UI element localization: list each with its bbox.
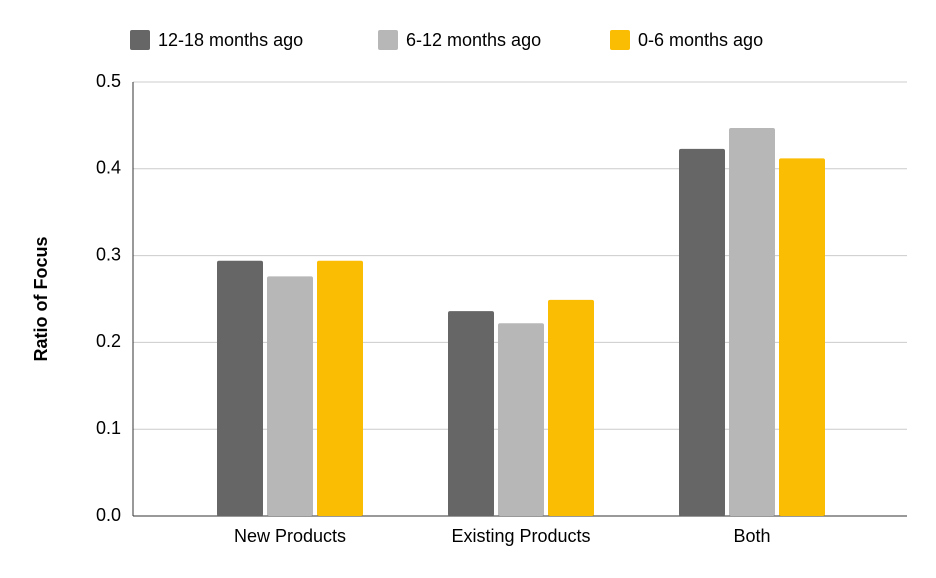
y-tick-label: 0.3 — [96, 244, 121, 264]
legend-swatch — [378, 30, 398, 50]
legend-swatch — [610, 30, 630, 50]
y-tick-label: 0.5 — [96, 71, 121, 91]
legend-label: 12-18 months ago — [158, 30, 303, 50]
bar — [779, 158, 825, 516]
legend-swatch — [130, 30, 150, 50]
x-tick-label: Both — [733, 526, 770, 546]
bar — [267, 276, 313, 516]
y-tick-label: 0.1 — [96, 418, 121, 438]
bar — [448, 311, 494, 516]
bar — [548, 299, 594, 516]
bar — [317, 260, 363, 516]
y-axis-title: Ratio of Focus — [31, 237, 51, 362]
x-tick-label: New Products — [234, 526, 346, 546]
x-tick-label: Existing Products — [451, 526, 590, 546]
bar — [729, 128, 775, 516]
y-tick-label: 0.4 — [96, 158, 121, 178]
bar — [217, 260, 263, 516]
y-tick-label: 0.0 — [96, 505, 121, 525]
legend-label: 6-12 months ago — [406, 30, 541, 50]
y-tick-label: 0.2 — [96, 331, 121, 351]
legend-label: 0-6 months ago — [638, 30, 763, 50]
bar — [679, 148, 725, 516]
bar — [498, 323, 544, 516]
